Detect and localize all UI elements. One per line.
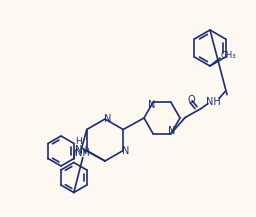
Text: N: N (148, 100, 156, 110)
Text: H: H (76, 138, 82, 146)
Text: CH₃: CH₃ (220, 51, 236, 61)
Text: NH: NH (206, 97, 220, 107)
Text: NH: NH (76, 148, 90, 158)
Text: N: N (75, 145, 83, 155)
Text: N: N (123, 146, 130, 156)
Text: N: N (104, 114, 112, 124)
Text: O: O (187, 95, 195, 105)
Text: N: N (80, 146, 88, 156)
Text: N: N (168, 126, 176, 136)
